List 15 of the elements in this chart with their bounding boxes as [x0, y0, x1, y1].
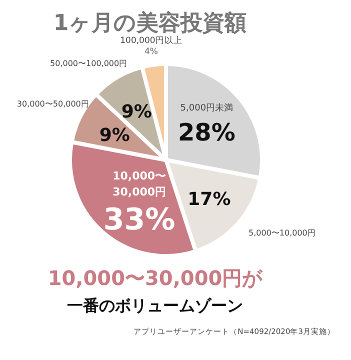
- data-label: 4%: [144, 46, 158, 57]
- slice-label: 100,000円以上: [120, 34, 182, 46]
- data-label: 28%: [178, 118, 236, 147]
- slice-label: 30,000〜50,000円: [16, 100, 89, 109]
- slice-label: 5,000円未満: [180, 102, 234, 114]
- data-label: 9%: [99, 124, 130, 146]
- text: 10,000〜30,000円が: [48, 266, 264, 290]
- chart-title: 1ヶ月の美容投資額: [53, 10, 247, 36]
- data-label: 17%: [188, 189, 231, 210]
- slice-label: 50,000〜100,000円: [50, 58, 128, 68]
- slice-label: 5,000〜10,000円: [248, 228, 316, 238]
- data-label: 9%: [121, 101, 152, 122]
- slice-label: 10,000〜30,000円: [112, 170, 166, 199]
- text: 一番のボリュームゾーン: [67, 296, 243, 315]
- data-label: 33%: [103, 202, 176, 238]
